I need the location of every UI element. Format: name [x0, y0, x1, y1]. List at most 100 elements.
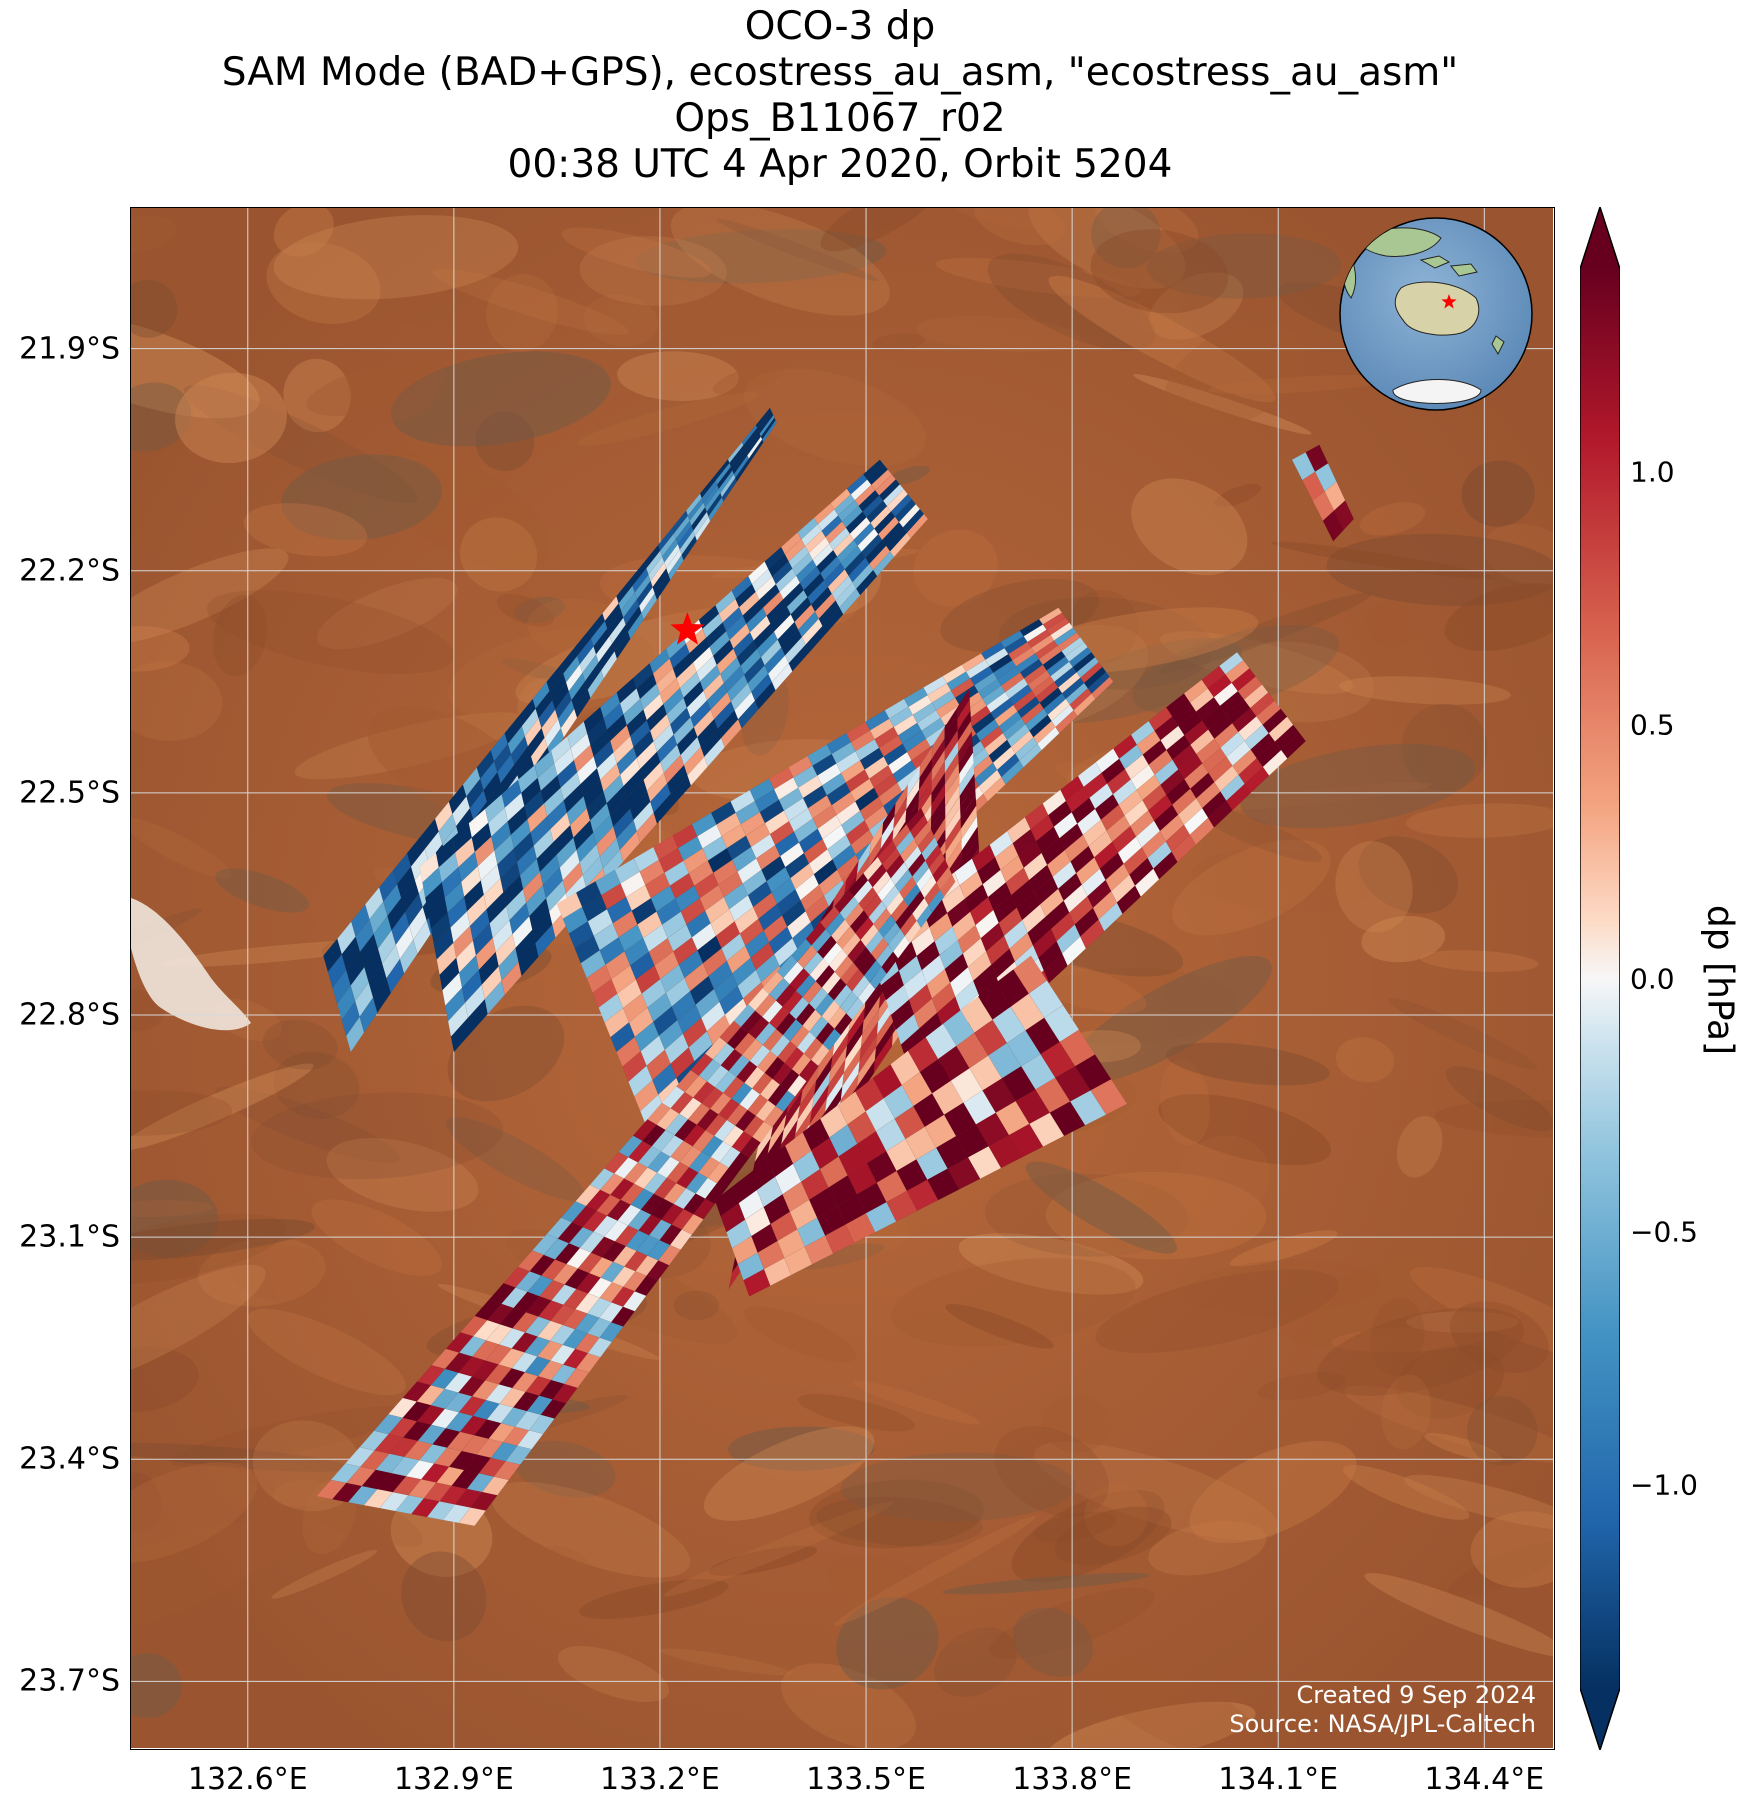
terrain-patch	[1424, 1432, 1503, 1462]
terrain-patch	[1335, 1037, 1395, 1083]
terrain-patch	[780, 1663, 916, 1748]
terrain-patch	[131, 1218, 315, 1261]
terrain-patch	[1359, 502, 1426, 536]
lon-tick-label: 134.1°E	[1218, 1762, 1339, 1797]
swath	[419, 459, 929, 1053]
terrain-patch	[326, 1138, 479, 1212]
terrain-patch	[958, 1233, 1144, 1295]
terrain-patch	[283, 358, 351, 433]
terrain-patch	[1445, 1066, 1553, 1131]
inset-globe	[1339, 217, 1533, 411]
terrain-patch	[1214, 483, 1262, 508]
terrain-patch	[311, 1199, 443, 1276]
terrain-patch	[273, 215, 519, 300]
terrain-patch	[281, 454, 442, 541]
terrain-patch	[247, 1308, 406, 1396]
terrain-patch	[1048, 275, 1276, 403]
terrain-patch	[170, 1406, 407, 1468]
terrain-patch	[1191, 849, 1372, 914]
terrain-patch	[1185, 1259, 1382, 1316]
terrain-patch	[1240, 743, 1476, 829]
swath	[1291, 444, 1355, 542]
terrain-patch	[577, 392, 759, 446]
terrain-patch	[1461, 460, 1535, 527]
terrain-patch	[1406, 1311, 1519, 1333]
terrain-patch	[1419, 950, 1539, 972]
sounding-footprint	[939, 873, 956, 898]
terrain-patch	[1165, 1042, 1330, 1086]
salt-lake	[131, 898, 251, 1031]
terrain-patch	[1450, 1301, 1549, 1373]
lat-tick-label: 22.8°S	[19, 997, 120, 1033]
terrain-patch	[635, 229, 887, 284]
terrain-patch	[974, 208, 1066, 246]
terrain-patch	[1257, 1372, 1346, 1401]
title-version: Ops_B11067_r02	[674, 96, 1006, 141]
terrain-patch	[1148, 1520, 1267, 1576]
terrain-patch	[994, 1426, 1109, 1517]
terrain-patch	[390, 351, 611, 447]
terrain-patch	[809, 1479, 984, 1549]
terrain-patch	[1229, 1230, 1338, 1267]
terrain-patch	[131, 548, 289, 645]
colorbar-tick-label: −0.5	[1630, 1215, 1698, 1249]
terrain-patch	[1159, 592, 1372, 673]
terrain-patch	[131, 1522, 283, 1637]
terrain-patch	[475, 411, 535, 472]
target-star-marker	[670, 612, 705, 645]
terrain-patch	[251, 1092, 504, 1180]
terrain-patch	[233, 1455, 423, 1547]
colorbar-tick-label: 0.5	[1630, 708, 1675, 742]
terrain-patch	[1370, 1297, 1425, 1376]
colorbar-tick-label: 0.0	[1630, 962, 1675, 995]
lon-tick-label: 134.4°E	[1424, 1762, 1545, 1797]
terrain-patch	[1095, 208, 1199, 253]
terrain-patch	[1405, 803, 1553, 838]
credit-created: Created 9 Sep 2024	[1296, 1681, 1536, 1709]
lon-tick-label: 133.2°E	[600, 1762, 720, 1797]
terrain-patch	[1034, 1441, 1280, 1541]
terrain-patch	[1149, 272, 1244, 340]
lon-tick-label: 133.5°E	[806, 1762, 926, 1797]
terrain-patch	[131, 1462, 258, 1563]
lon-tick-label: 133.8°E	[1012, 1762, 1133, 1797]
terrain-patch	[1344, 1385, 1553, 1464]
target-star	[670, 612, 705, 645]
terrain-patch	[131, 1264, 266, 1389]
terrain-patch	[273, 208, 334, 257]
map-frame[interactable]: Created 9 Sep 2024 Source: NASA/JPL-Calt…	[130, 207, 1555, 1750]
terrain-patch	[836, 1597, 939, 1690]
terrain-patch	[1361, 915, 1446, 963]
terrain-patch	[1470, 1511, 1553, 1588]
terrain-patch	[131, 1347, 199, 1413]
terrain-patch	[379, 452, 550, 570]
terrain-patch	[206, 590, 455, 674]
terrain-patch	[984, 1173, 1189, 1257]
terrain-patch	[663, 1501, 894, 1597]
terrain-patch	[183, 385, 418, 504]
terrain-patch	[1203, 782, 1432, 811]
sounding-footprint	[1333, 500, 1355, 531]
terrain-patch	[583, 294, 659, 347]
terrain-patch	[513, 1440, 616, 1498]
terrain-patch	[915, 315, 1082, 353]
colorbar-tick-label: −1.0	[1630, 1468, 1698, 1502]
colorbar-extend-top	[1580, 207, 1620, 269]
terrain-patch	[215, 868, 309, 913]
terrain-patch	[131, 216, 177, 254]
terrain-patch	[131, 279, 178, 338]
terrain-patch	[131, 1063, 314, 1151]
credit-source: Source: NASA/JPL-Caltech	[1229, 1710, 1536, 1738]
colorbar-extend-bottom	[1580, 1688, 1620, 1750]
lat-tick-label: 22.2°S	[19, 553, 120, 589]
colorbar-label: dp [hPa]	[1699, 904, 1741, 1056]
sounding-footprint	[1091, 676, 1114, 700]
terrain-patch	[1025, 1161, 1178, 1254]
credits: Created 9 Sep 2024 Source: NASA/JPL-Calt…	[1229, 1681, 1536, 1739]
terrain-patch	[1365, 601, 1415, 647]
terrain-patch	[514, 596, 565, 624]
terrain-patch	[486, 273, 559, 352]
terrain-patch	[708, 1545, 818, 1576]
terrain-patch	[1281, 1248, 1493, 1346]
map-canvas[interactable]	[131, 208, 1553, 1748]
